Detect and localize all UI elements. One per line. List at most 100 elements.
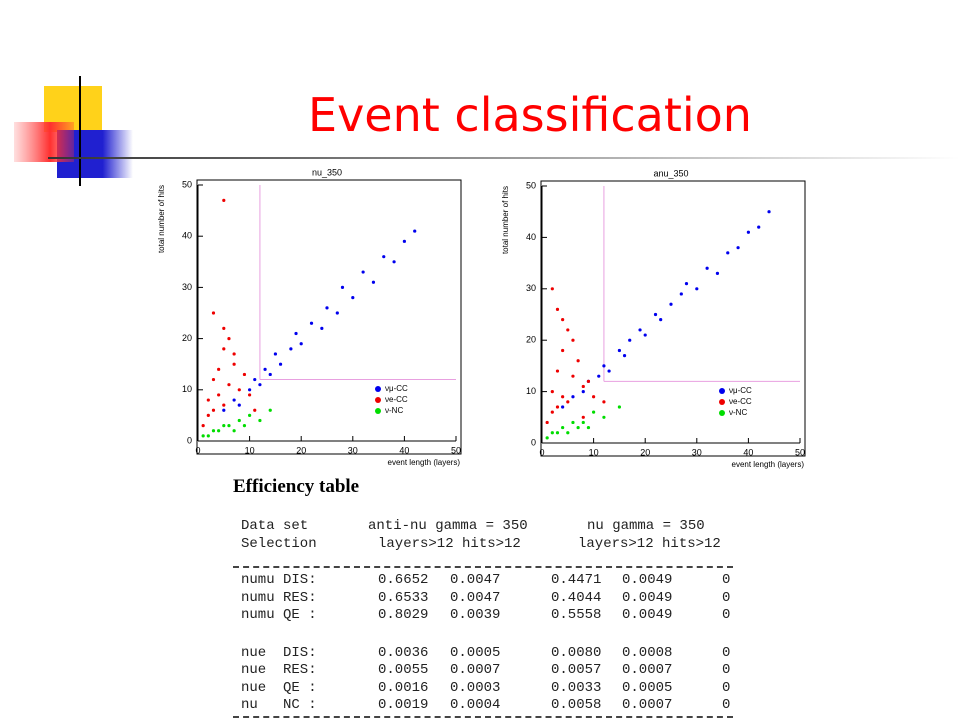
scatter-point	[351, 296, 355, 300]
scatter-point	[746, 230, 751, 234]
table-header-cell: layers>12 hits>12	[578, 536, 721, 552]
table-cell: numu DIS:	[241, 572, 317, 588]
table-title: Efficiency table	[233, 476, 360, 497]
x-tick-label: 20	[640, 447, 650, 457]
scatter-point	[232, 352, 236, 356]
scatter-point	[201, 424, 205, 428]
scatter-point	[566, 400, 570, 404]
scatter-point	[222, 403, 226, 407]
scatter-point	[622, 354, 627, 358]
scatter-point	[550, 287, 554, 291]
scatter-point	[211, 408, 216, 412]
scatter-point	[555, 369, 560, 373]
legend-marker	[719, 388, 725, 394]
table-cell: 0.0055	[378, 662, 429, 678]
scatter-point	[571, 338, 575, 342]
y-tick-label: 40	[526, 232, 536, 242]
scatter-point	[232, 429, 236, 433]
scatter-point	[602, 400, 606, 404]
scatter-point	[669, 302, 673, 306]
scatter-point	[617, 405, 622, 409]
scatter-point	[248, 393, 252, 397]
table-cell: 0	[722, 679, 731, 696]
table-header-cell: layers>12 hits>12	[378, 536, 521, 552]
scatter-point	[217, 393, 221, 397]
scatter-point	[607, 369, 611, 373]
scatter-point	[592, 395, 596, 399]
table-cell: 0	[722, 662, 731, 678]
x-tick-label: 40	[743, 447, 753, 457]
scatter-point	[361, 270, 365, 274]
scatter-point	[550, 431, 554, 435]
scatter-point	[248, 388, 252, 392]
y-tick-label: 20	[182, 333, 192, 343]
scatter-point	[726, 251, 730, 255]
logo-decoration	[14, 76, 133, 186]
table-cell: 0	[722, 607, 731, 623]
x-axis-label: event length (layers)	[732, 460, 805, 469]
scatter-point	[242, 424, 247, 428]
scatter-point	[586, 425, 591, 430]
table-cell: 0.0049	[622, 589, 673, 606]
scatter-point	[335, 311, 339, 315]
scatter-point	[232, 398, 236, 402]
scatter-point	[571, 374, 575, 378]
table-cell: 0.0049	[622, 572, 673, 588]
scatter-point	[237, 403, 241, 407]
table-cell: 0.0016	[378, 679, 429, 696]
scatter-point	[268, 372, 272, 377]
table-cell: 0.0008	[622, 644, 673, 661]
chart-title: nu_350	[312, 167, 342, 177]
legend-marker	[375, 386, 381, 392]
legend-marker	[719, 410, 725, 416]
legend-marker	[719, 399, 725, 405]
y-tick-label: 0	[187, 435, 192, 445]
scatter-point	[602, 415, 606, 419]
scatter-point	[253, 377, 257, 382]
table-cell: numu QE :	[241, 607, 317, 623]
scatter-point	[237, 388, 241, 392]
scatter-point	[242, 372, 247, 377]
table-rule	[233, 716, 733, 718]
table-header-cell: Data set	[241, 518, 309, 534]
scatter-point	[201, 434, 205, 438]
scatter-point	[206, 434, 210, 438]
legend-label: ν-NC	[729, 408, 747, 417]
table-cell: nue DIS:	[241, 644, 317, 661]
scatter-point	[325, 306, 329, 310]
x-tick-label: 40	[399, 445, 409, 455]
slide-title: Event classification	[308, 88, 752, 142]
table-cell: 0.0007	[450, 662, 501, 678]
scatter-point	[217, 429, 221, 433]
scatter-point	[561, 348, 565, 353]
y-tick-label: 10	[182, 384, 192, 394]
scatter-point	[571, 420, 575, 425]
x-tick-label: 10	[245, 445, 255, 455]
scatter-point	[617, 348, 622, 353]
y-tick-label: 20	[526, 335, 536, 345]
scatter-point	[576, 425, 580, 430]
scatter-point	[576, 359, 580, 363]
scatter-point	[392, 260, 396, 264]
table-cell: 0	[722, 644, 731, 661]
scatter-point	[555, 405, 560, 409]
title-rule	[48, 157, 960, 159]
scatter-point	[253, 408, 257, 412]
scatter-point	[555, 431, 560, 435]
table-cell: 0.0049	[622, 607, 673, 623]
table-cell: 0.4044	[551, 589, 602, 606]
charts: nu_350 0 10 20 30 40 50 0 10 20 30 40 50 event length…	[157, 167, 806, 469]
scatter-point	[581, 420, 585, 425]
x-tick-label: 50	[795, 447, 805, 457]
table-cell: 0	[722, 572, 731, 588]
table-cell: 0.0003	[450, 679, 501, 696]
scatter-point	[597, 374, 601, 378]
table-cell: 0.0004	[450, 697, 501, 713]
scatter-point	[586, 379, 591, 383]
scatter-point	[561, 395, 565, 399]
scatter-point	[268, 408, 272, 412]
legend-marker	[375, 397, 381, 403]
table-cell: 0	[722, 589, 731, 606]
table-cell: 0.0057	[551, 662, 602, 678]
scatter-point	[227, 424, 231, 428]
